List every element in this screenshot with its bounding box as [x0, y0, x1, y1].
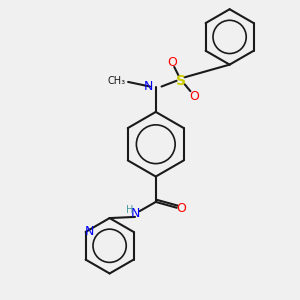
- Text: O: O: [167, 56, 177, 69]
- Text: N: N: [84, 225, 94, 239]
- Text: CH₃: CH₃: [108, 76, 126, 86]
- Text: N: N: [130, 207, 140, 220]
- Text: N: N: [144, 80, 154, 93]
- Text: O: O: [189, 90, 199, 104]
- Text: H: H: [125, 205, 133, 215]
- Text: S: S: [176, 74, 186, 88]
- Text: O: O: [176, 202, 186, 215]
